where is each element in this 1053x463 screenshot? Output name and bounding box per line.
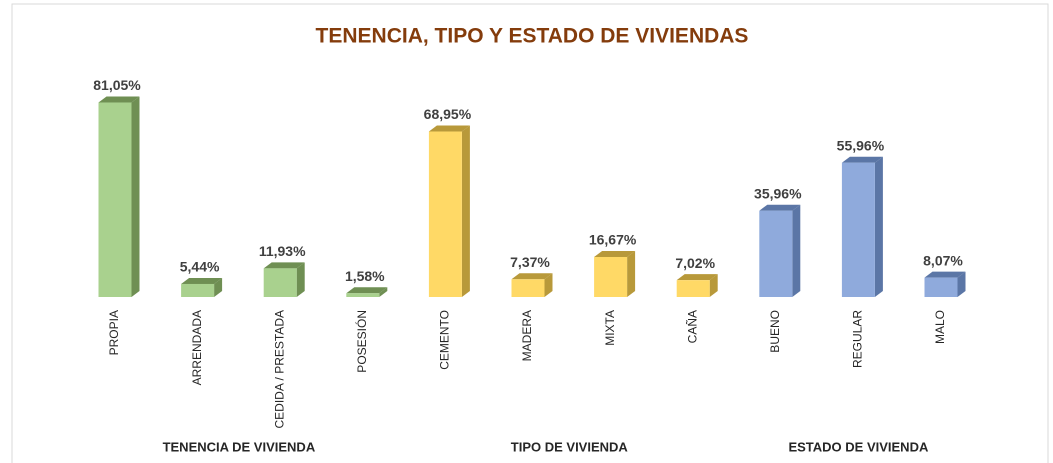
- bar: [759, 210, 793, 297]
- bar: [511, 279, 545, 297]
- bar-side: [379, 287, 388, 297]
- x-tick-label: ARRENDADA: [190, 310, 204, 385]
- bar-top: [181, 277, 223, 284]
- group-label: ESTADO DE VIVIENDA: [788, 439, 929, 454]
- bar: [428, 131, 462, 297]
- bar-top: [263, 262, 305, 269]
- bar-top: [511, 273, 553, 280]
- bar-top: [676, 274, 718, 281]
- value-label: 11,93%: [259, 243, 306, 259]
- value-label: 1,58%: [345, 268, 385, 284]
- chart-frame: [11, 3, 1049, 463]
- value-label: 81,05%: [93, 77, 141, 93]
- chart-title: TENENCIA, TIPO Y ESTADO DE VIVIENDAS: [316, 25, 749, 48]
- bar: [181, 283, 215, 297]
- value-label: 7,02%: [675, 255, 715, 271]
- bar-side: [709, 274, 718, 297]
- x-tick-label: MIXTA: [603, 310, 617, 346]
- x-tick-label: CAÑA: [685, 310, 699, 343]
- bar-side: [131, 96, 140, 297]
- value-label: 16,67%: [589, 232, 637, 248]
- bar-side: [792, 204, 801, 297]
- x-tick-label: BUENO: [768, 310, 782, 353]
- x-tick-label: CEDIDA / PRESTADA: [272, 310, 286, 428]
- x-tick-label: MADERA: [520, 310, 534, 361]
- x-tick-label: PROPIA: [107, 310, 121, 355]
- bar-top: [924, 271, 966, 278]
- value-label: 5,44%: [180, 259, 220, 275]
- value-label: 68,95%: [424, 106, 472, 122]
- bar: [594, 256, 628, 297]
- bar-side: [461, 125, 470, 298]
- bar: [841, 162, 875, 297]
- bar-side: [627, 250, 636, 297]
- bar: [98, 102, 132, 297]
- value-label: 8,07%: [923, 252, 963, 268]
- bar-side: [214, 277, 223, 297]
- bar: [346, 293, 380, 297]
- bar-top: [346, 287, 388, 294]
- bar-top: [594, 250, 636, 257]
- bar-side: [957, 271, 966, 297]
- bar-top: [841, 156, 883, 163]
- bar-top: [428, 125, 470, 132]
- group-label: TENENCIA DE VIVIENDA: [163, 439, 316, 454]
- value-label: 55,96%: [837, 137, 885, 153]
- x-tick-label: MALO: [933, 310, 947, 344]
- bar-side: [874, 156, 883, 297]
- value-label: 35,96%: [754, 185, 802, 201]
- bar: [924, 277, 958, 297]
- x-tick-label: REGULAR: [851, 310, 865, 368]
- bar: [263, 268, 297, 297]
- bar: [676, 280, 710, 297]
- x-tick-label: POSESIÓN: [354, 310, 369, 373]
- bar-side: [544, 273, 553, 297]
- value-label: 7,37%: [510, 254, 550, 270]
- x-tick-label: CEMENTO: [438, 310, 452, 370]
- bar-side: [296, 262, 305, 297]
- bar-top: [98, 96, 140, 103]
- bar-top: [759, 204, 801, 211]
- group-label: TIPO DE VIVIENDA: [511, 439, 629, 454]
